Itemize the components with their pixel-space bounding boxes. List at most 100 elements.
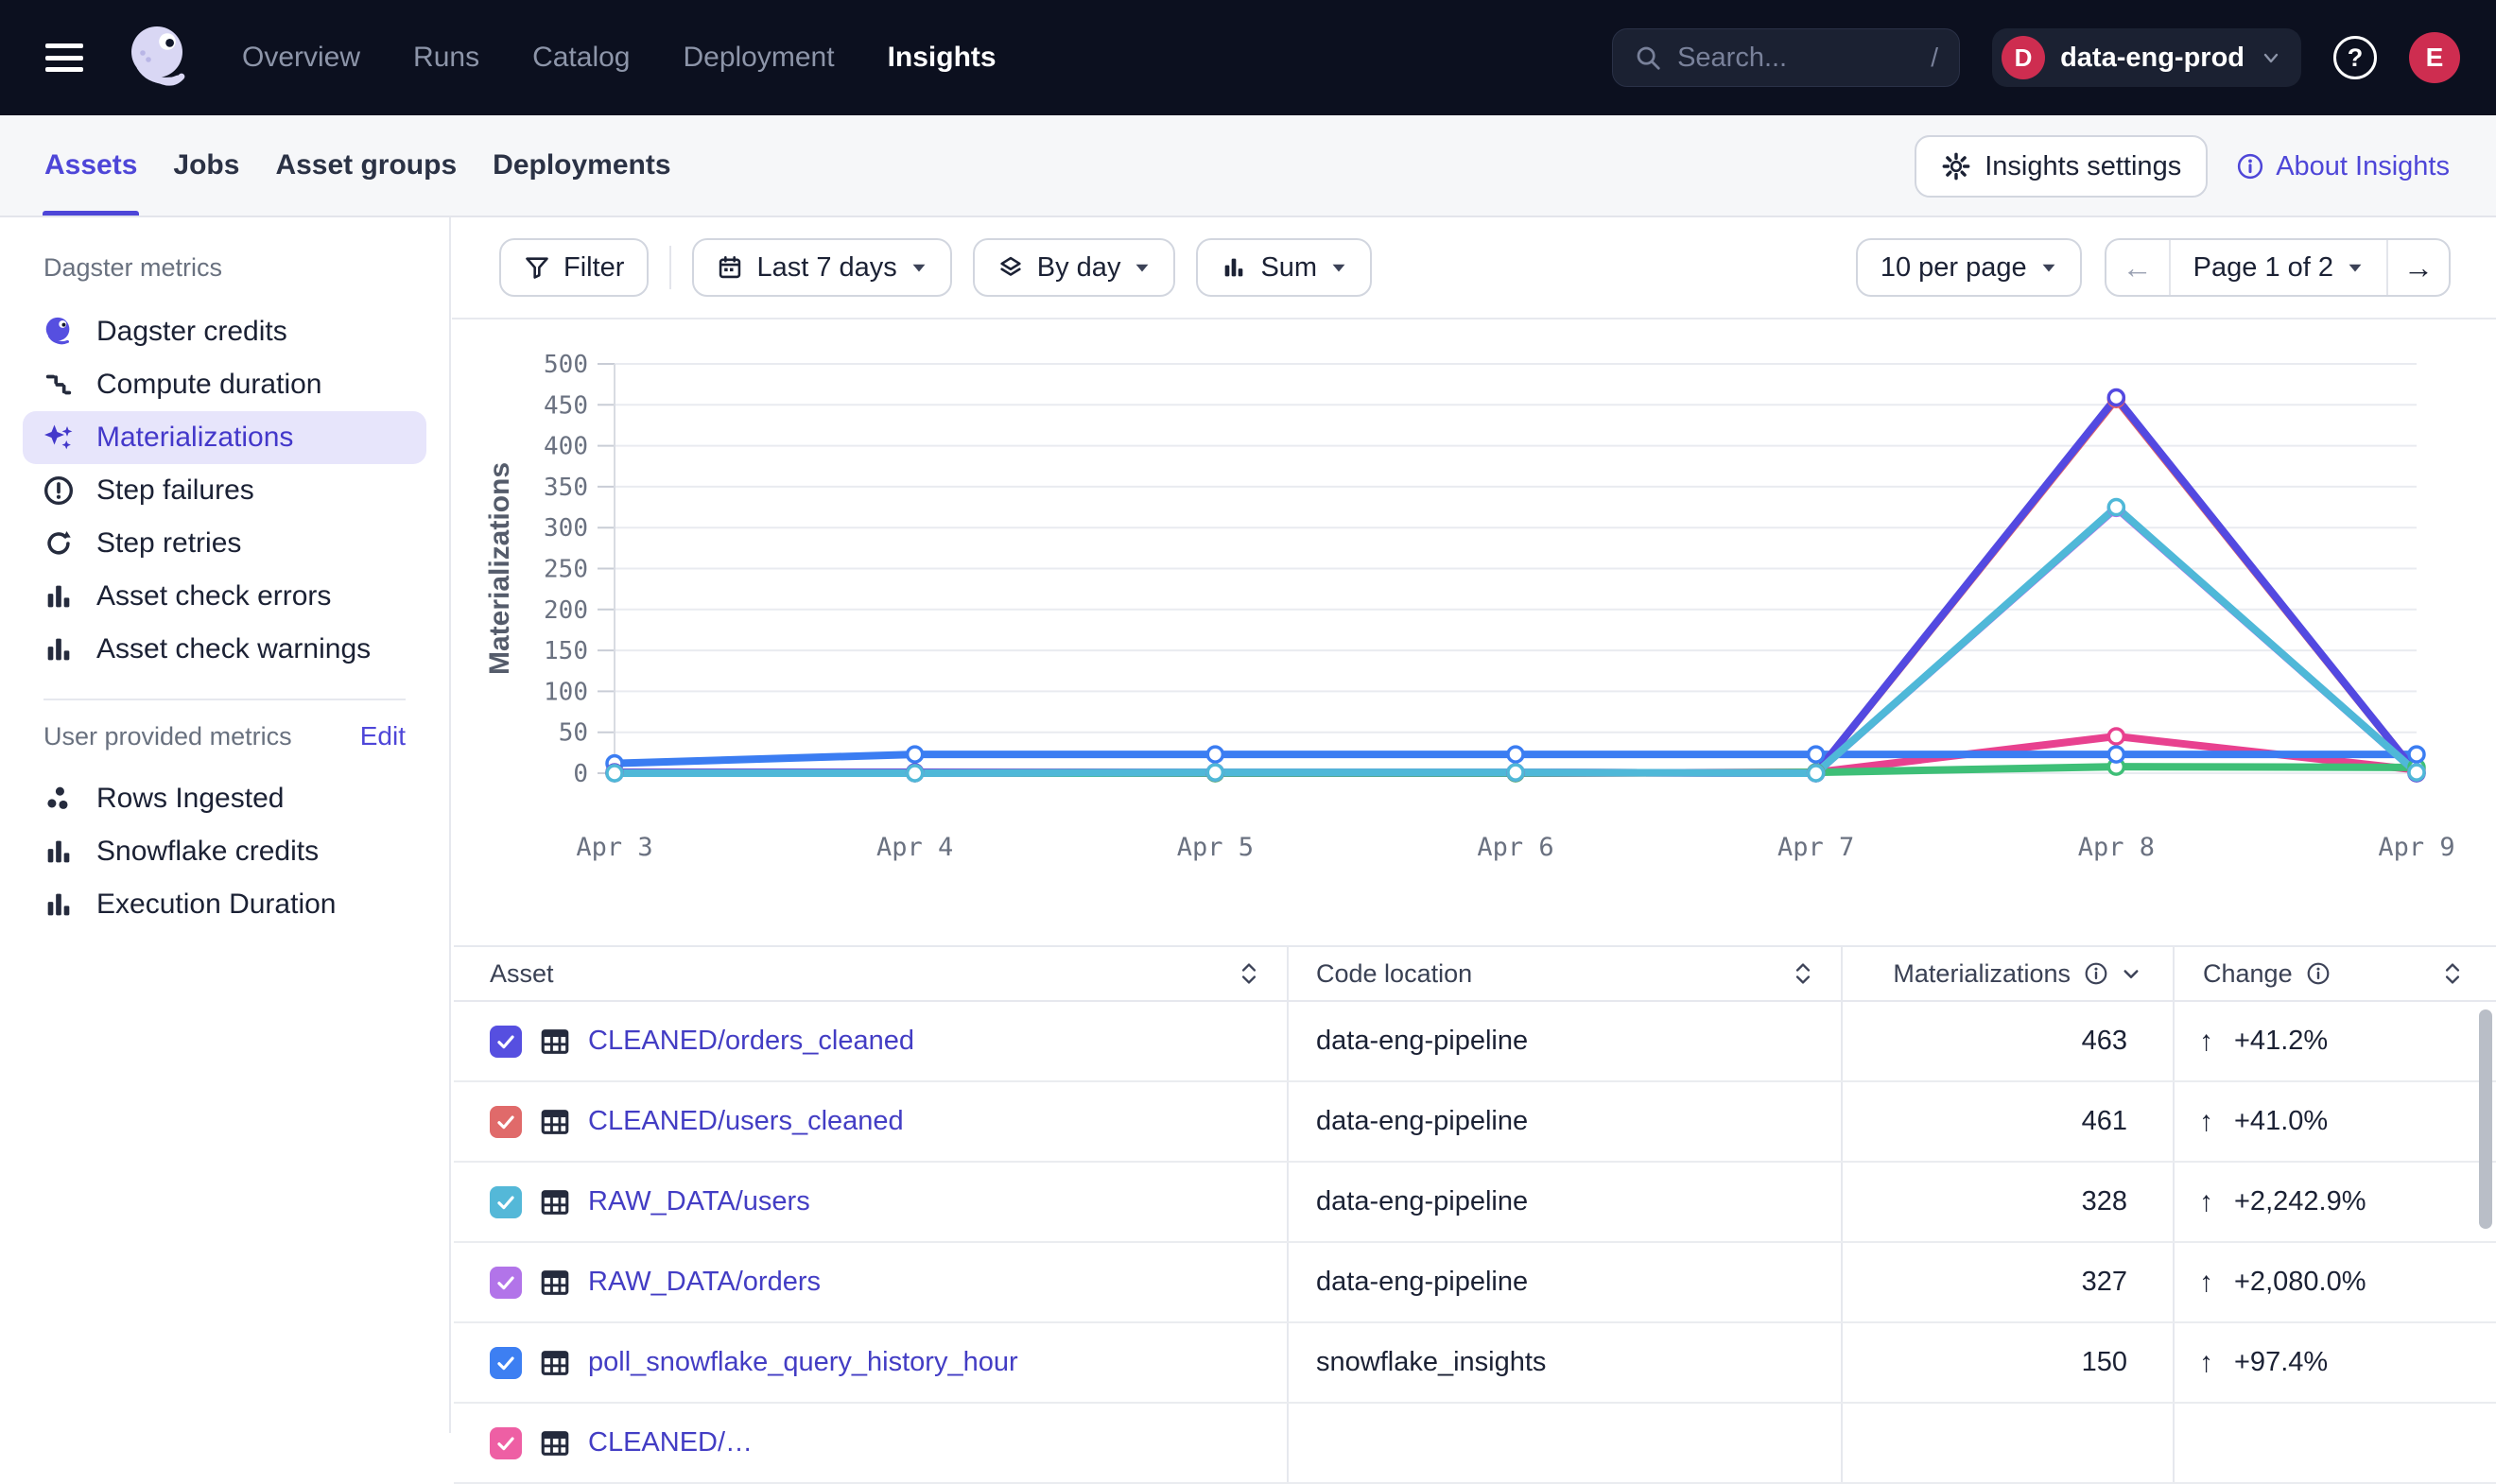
pagination-control: ← Page 1 of 2 → [2105,238,2451,297]
column-header-asset[interactable]: Asset [454,947,1287,1000]
column-header-change[interactable]: Change [2173,947,2496,1000]
bar-chart-icon [1221,254,1247,281]
search-input[interactable] [1677,43,1915,74]
asset-link[interactable]: CLEANED/users_cleaned [588,1106,904,1137]
code-location-cell: data-eng-pipeline [1287,1163,1841,1241]
series-checkbox[interactable] [490,1347,522,1379]
series-checkbox[interactable] [490,1427,522,1459]
octopus-icon [42,315,76,349]
metrics-sidebar: Dagster metrics Dagster credits Compute … [0,217,451,1433]
primary-nav: Overview Runs Catalog Deployment Insight… [242,42,997,74]
nav-runs[interactable]: Runs [413,42,479,74]
layers-icon [997,254,1024,281]
series-checkbox[interactable] [490,1106,522,1138]
tab-assets[interactable]: Assets [43,115,139,216]
insights-settings-button[interactable]: Insights settings [1915,135,2208,198]
asset-link[interactable]: poll_snowflake_query_history_hour [588,1347,1018,1378]
table-row: RAW_DATA/users data-eng-pipeline 328 ↑ +… [454,1163,2496,1243]
search-box[interactable]: / [1612,28,1960,87]
column-header-code-location[interactable]: Code location [1287,947,1841,1000]
code-location-cell: data-eng-pipeline [1287,1002,1841,1080]
sidebar-item-materializations[interactable]: Materializations [23,411,426,464]
previous-page-button[interactable]: ← [2106,240,2169,295]
help-icon[interactable]: ? [2333,36,2377,79]
aggregation-dropdown[interactable]: Sum [1196,238,1372,297]
sidebar-item-execution-duration[interactable]: Execution Duration [23,878,426,931]
svg-text:450: 450 [544,391,588,420]
bar-chart-icon [42,632,76,666]
bar-chart-icon [42,888,76,922]
arrow-up-icon: ↑ [2199,1347,2213,1379]
sidebar-item-rows-ingested[interactable]: Rows Ingested [23,772,426,825]
sort-icon [1794,961,1812,986]
chevron-down-icon [2122,964,2141,983]
svg-text:0: 0 [573,760,588,788]
search-icon [1634,43,1662,72]
caret-down-icon [2347,261,2364,274]
org-name: data-eng-prod [2060,43,2245,74]
series-checkbox[interactable] [490,1186,522,1218]
nav-catalog[interactable]: Catalog [532,42,630,74]
sidebar-item-compute-duration[interactable]: Compute duration [23,358,426,411]
filter-button[interactable]: Filter [499,238,649,297]
change-cell: ↑ +2,080.0% [2173,1243,2496,1321]
tab-jobs[interactable]: Jobs [171,115,241,216]
sidebar-item-snowflake-credits[interactable]: Snowflake credits [23,825,426,878]
nav-overview[interactable]: Overview [242,42,360,74]
code-location-cell [1287,1404,1841,1482]
svg-text:50: 50 [559,719,588,748]
about-insights-link[interactable]: About Insights [2236,151,2450,182]
sidebar-item-step-retries[interactable]: Step retries [23,517,426,570]
change-cell [2173,1404,2496,1482]
tab-asset-groups[interactable]: Asset groups [273,115,459,216]
svg-text:250: 250 [544,556,588,584]
dagster-logo-icon[interactable] [123,22,195,94]
sidebar-item-dagster-credits[interactable]: Dagster credits [23,305,426,358]
asset-link[interactable]: RAW_DATA/orders [588,1267,821,1298]
code-location-cell: data-eng-pipeline [1287,1082,1841,1161]
change-cell: ↑ +41.2% [2173,1002,2496,1080]
materializations-cell: 461 [1841,1082,2173,1161]
svg-text:200: 200 [544,596,588,625]
svg-text:300: 300 [544,514,588,543]
insights-settings-label: Insights settings [1985,151,2181,182]
sort-icon [2443,961,2462,986]
change-cell: ↑ +97.4% [2173,1323,2496,1402]
assets-table: Asset Code location Materializations [454,945,2496,1484]
svg-text:150: 150 [544,637,588,665]
nav-insights[interactable]: Insights [888,42,997,74]
tab-deployments[interactable]: Deployments [491,115,672,216]
series-checkbox[interactable] [490,1267,522,1299]
caret-down-icon [1134,261,1151,274]
svg-text:400: 400 [544,433,588,461]
toolbar-divider [669,246,671,289]
dagster-insights-page: { "topnav": { "menu": ["Overview", "Runs… [0,0,2496,1433]
sparkles-icon [42,421,76,455]
series-checkbox[interactable] [490,1026,522,1058]
date-range-dropdown[interactable]: Last 7 days [692,238,951,297]
svg-text:Apr 6: Apr 6 [1477,833,1553,862]
per-page-dropdown[interactable]: 10 per page [1856,238,2082,297]
sidebar-item-asset-check-errors[interactable]: Asset check errors [23,570,426,623]
nav-deployment[interactable]: Deployment [683,42,834,74]
asset-link[interactable]: CLEANED/orders_cleaned [588,1026,914,1057]
edit-user-metrics-link[interactable]: Edit [360,721,406,751]
sidebar-item-asset-check-warnings[interactable]: Asset check warnings [23,623,426,676]
sidebar-item-step-failures[interactable]: Step failures [23,464,426,517]
asset-link[interactable]: RAW_DATA/users [588,1186,810,1217]
table-asset-icon [539,1026,571,1058]
page-selector-dropdown[interactable]: Page 1 of 2 [2169,240,2386,295]
hamburger-menu-icon[interactable] [45,43,83,72]
organization-switcher[interactable]: D data-eng-prod [1992,28,2301,87]
svg-text:Materializations: Materializations [484,462,515,675]
top-navigation-bar: Overview Runs Catalog Deployment Insight… [0,0,2496,115]
granularity-dropdown[interactable]: By day [973,238,1176,297]
asset-link[interactable]: CLEANED/… [588,1427,753,1458]
next-page-button[interactable]: → [2386,240,2449,295]
materializations-chart[interactable]: 050100150200250300350400450500Apr 3Apr 4… [454,326,2496,903]
caret-down-icon [2040,261,2057,274]
user-avatar[interactable]: E [2409,32,2460,83]
table-asset-icon [539,1186,571,1218]
column-header-materializations[interactable]: Materializations [1841,947,2173,1000]
table-scrollbar[interactable] [2479,1009,2492,1229]
